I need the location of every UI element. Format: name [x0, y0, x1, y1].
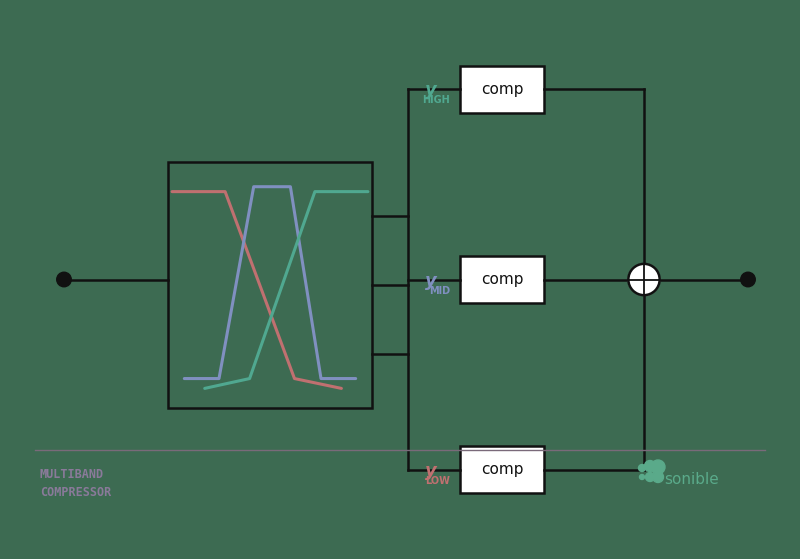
Circle shape: [653, 471, 663, 482]
Text: HIGH: HIGH: [422, 96, 450, 106]
Text: comp: comp: [481, 272, 523, 287]
Circle shape: [639, 475, 645, 480]
Text: LOW: LOW: [425, 476, 450, 486]
Circle shape: [638, 465, 646, 471]
Circle shape: [646, 472, 654, 481]
Bar: [460, 66, 544, 113]
Text: MULTIBAND: MULTIBAND: [40, 468, 104, 481]
Text: y: y: [426, 272, 437, 290]
Text: MID: MID: [429, 286, 450, 296]
Text: comp: comp: [481, 82, 523, 97]
Text: y: y: [426, 462, 437, 480]
Circle shape: [628, 264, 660, 295]
Text: comp: comp: [481, 462, 523, 477]
Circle shape: [651, 460, 665, 474]
Bar: [168, 162, 372, 408]
Text: sonible: sonible: [664, 472, 718, 487]
Bar: [460, 256, 544, 303]
Bar: [460, 446, 544, 493]
Text: COMPRESSOR: COMPRESSOR: [40, 486, 111, 499]
Circle shape: [645, 461, 655, 471]
Circle shape: [57, 272, 71, 287]
Text: y: y: [426, 82, 437, 100]
Circle shape: [741, 272, 755, 287]
